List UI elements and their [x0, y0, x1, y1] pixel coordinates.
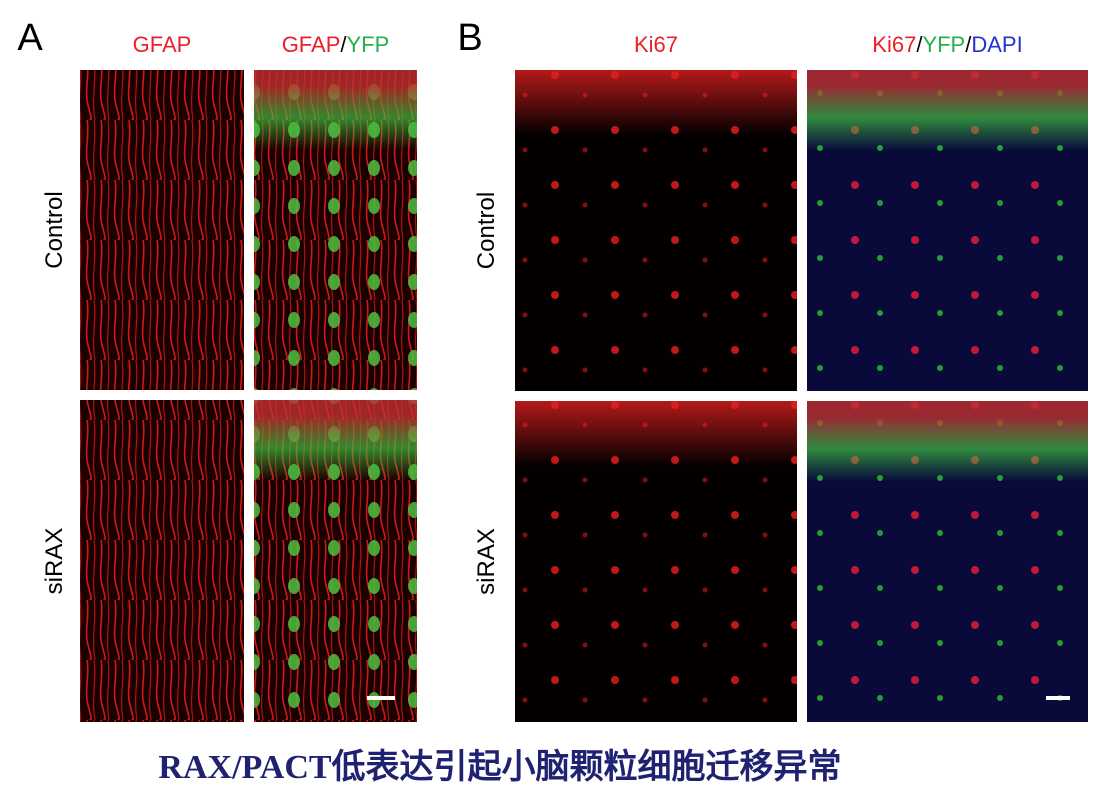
- label-part: /: [916, 32, 923, 57]
- label-part: Ki67: [634, 32, 678, 57]
- column-label: GFAP/YFP: [282, 32, 390, 57]
- scale-bar: [367, 696, 395, 700]
- panel-letter: A: [17, 17, 43, 59]
- micrograph: [807, 401, 1088, 722]
- row-label: siRAX: [41, 528, 68, 595]
- micrograph: [515, 70, 797, 391]
- row-label: Control: [41, 191, 68, 268]
- label-part: /: [340, 32, 347, 57]
- row-label: siRAX: [473, 528, 500, 595]
- micrograph: [80, 400, 244, 722]
- column-label: Ki67/YFP/DAPI: [872, 32, 1022, 57]
- label-part: /: [965, 32, 972, 57]
- label-part: GFAP: [282, 32, 341, 57]
- column-label: Ki67: [634, 32, 678, 57]
- panel-letter: B: [457, 17, 482, 59]
- micrograph: [80, 70, 244, 390]
- micrograph: [515, 401, 797, 722]
- label-part: DAPI: [971, 32, 1022, 57]
- caption: RAX/PACT低表达引起小脑颗粒细胞迁移异常: [158, 748, 841, 786]
- micrograph: [807, 70, 1088, 391]
- label-part: YFP: [347, 32, 390, 57]
- micrograph: [254, 70, 417, 390]
- column-label: GFAP: [133, 32, 192, 57]
- row-label: Control: [473, 192, 500, 269]
- micrograph: [254, 400, 417, 722]
- label-part: YFP: [922, 32, 965, 57]
- label-part: Ki67: [872, 32, 916, 57]
- label-part: GFAP: [133, 32, 192, 57]
- scale-bar: [1046, 696, 1070, 700]
